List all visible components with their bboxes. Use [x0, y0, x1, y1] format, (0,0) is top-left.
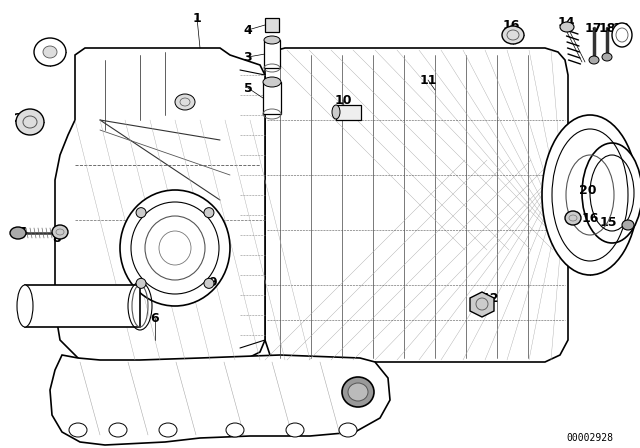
Ellipse shape	[159, 423, 177, 437]
Text: 20: 20	[579, 184, 596, 197]
Ellipse shape	[339, 423, 357, 437]
Ellipse shape	[565, 211, 581, 225]
Polygon shape	[55, 48, 265, 370]
Ellipse shape	[226, 423, 244, 437]
Ellipse shape	[120, 190, 230, 306]
Text: 6: 6	[150, 311, 159, 324]
Text: 5: 5	[244, 82, 252, 95]
Text: 17: 17	[584, 22, 602, 34]
Ellipse shape	[136, 207, 146, 218]
Ellipse shape	[602, 53, 612, 61]
Text: 2: 2	[13, 112, 22, 125]
Ellipse shape	[43, 46, 57, 58]
Ellipse shape	[348, 383, 368, 401]
Ellipse shape	[332, 105, 340, 119]
Text: 3: 3	[244, 51, 252, 64]
Polygon shape	[50, 355, 390, 445]
Ellipse shape	[136, 278, 146, 289]
Text: 16: 16	[502, 18, 520, 31]
Ellipse shape	[52, 225, 68, 239]
Text: 19: 19	[38, 42, 56, 55]
Bar	[263, 82, 281, 114]
Polygon shape	[265, 48, 568, 362]
Text: 11: 11	[419, 73, 436, 86]
Ellipse shape	[589, 56, 599, 64]
Text: 15: 15	[599, 215, 617, 228]
Text: 14: 14	[557, 16, 575, 29]
Ellipse shape	[622, 220, 634, 230]
Ellipse shape	[542, 115, 638, 275]
Text: 21: 21	[349, 382, 367, 395]
Text: 16: 16	[581, 211, 598, 224]
Bar	[336, 105, 361, 120]
Ellipse shape	[264, 36, 280, 44]
Ellipse shape	[16, 109, 44, 135]
Text: 9: 9	[209, 276, 218, 289]
Text: 1: 1	[193, 12, 202, 25]
Text: 18: 18	[598, 22, 616, 34]
Text: 13: 13	[612, 22, 630, 34]
Ellipse shape	[502, 26, 524, 44]
Ellipse shape	[582, 143, 640, 243]
Ellipse shape	[109, 423, 127, 437]
Ellipse shape	[69, 423, 87, 437]
Bar	[265, 18, 279, 32]
Ellipse shape	[560, 22, 574, 32]
Ellipse shape	[263, 77, 281, 87]
Bar	[264, 40, 280, 68]
Ellipse shape	[204, 278, 214, 289]
Bar	[25, 285, 140, 327]
Text: 8: 8	[52, 232, 61, 245]
Ellipse shape	[10, 227, 26, 239]
Text: 12: 12	[481, 292, 499, 305]
Ellipse shape	[204, 207, 214, 218]
Text: 00002928: 00002928	[566, 433, 614, 443]
Text: 7: 7	[18, 225, 26, 238]
Text: 10: 10	[334, 94, 352, 107]
Ellipse shape	[342, 377, 374, 407]
Ellipse shape	[175, 94, 195, 110]
Polygon shape	[470, 292, 494, 317]
Ellipse shape	[17, 285, 33, 327]
Ellipse shape	[286, 423, 304, 437]
Ellipse shape	[131, 202, 219, 294]
Text: 4: 4	[244, 23, 252, 36]
Polygon shape	[565, 155, 625, 235]
Ellipse shape	[612, 23, 632, 47]
Ellipse shape	[34, 38, 66, 66]
